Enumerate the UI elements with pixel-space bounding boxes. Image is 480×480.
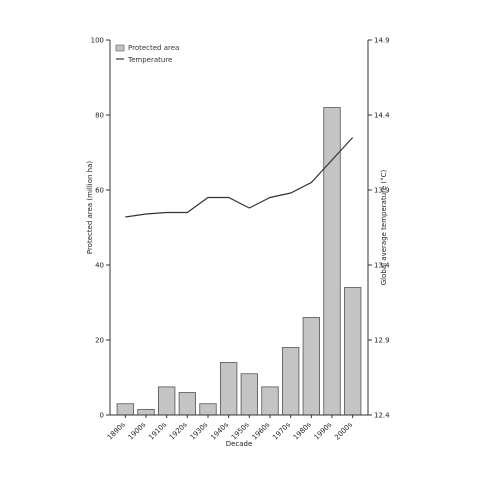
y-left-tick-label-60: 60 — [95, 187, 104, 195]
y-right-tick-label-12.4: 12.4 — [374, 412, 390, 420]
legend-label-line: Temperature — [127, 56, 172, 64]
x-axis-title: Decade — [226, 440, 253, 448]
x-tick-label-1940s: 1940s — [209, 421, 230, 442]
y-right-tick-label-12.9: 12.9 — [374, 337, 390, 345]
bar-1910s — [157, 386, 176, 416]
x-tick-label-2000s: 2000s — [333, 421, 354, 442]
bar-1900s — [137, 408, 155, 416]
y-left-tick-label-0: 0 — [100, 412, 104, 420]
x-tick-label-1930s: 1930s — [189, 421, 210, 442]
plot-area — [116, 107, 362, 416]
bar-1960s — [261, 386, 279, 416]
y-right-tick-label-13.9: 13.9 — [374, 187, 390, 195]
y-left-tick-label-40: 40 — [95, 262, 104, 270]
x-tick-label-1950s: 1950s — [230, 421, 251, 442]
bar-1950s — [240, 373, 258, 416]
legend-swatch-bar — [115, 44, 125, 52]
x-tick-label-1890s: 1890s — [106, 421, 127, 442]
bar-1980s — [302, 317, 321, 416]
y-left-tick-label-100: 100 — [91, 37, 104, 45]
y-left-tick-label-80: 80 — [95, 112, 104, 120]
temperature-line — [125, 137, 354, 218]
x-tick-label-1990s: 1990s — [313, 421, 334, 442]
bar-1920s — [178, 392, 196, 416]
legend-label-bar: Protected area — [128, 44, 179, 52]
bar-1930s — [199, 403, 217, 416]
x-tick-label-1920s: 1920s — [168, 421, 189, 442]
y-left-tick-label-20: 20 — [95, 337, 104, 345]
legend: Protected area Temperature — [115, 44, 179, 64]
x-tick-label-1900s: 1900s — [127, 421, 148, 442]
x-tick-label-1970s: 1970s — [271, 421, 292, 442]
y-right-tick-label-14.9: 14.9 — [374, 37, 390, 45]
x-tick-label-1980s: 1980s — [292, 421, 313, 442]
y-axis-right-title: Global average temperature (°C) — [380, 169, 388, 285]
bar-1890s — [116, 403, 134, 416]
bar-1970s — [281, 347, 300, 416]
y-right-tick-label-13.4: 13.4 — [374, 262, 390, 270]
y-axis-left-title: Protected area (million ha) — [86, 161, 94, 255]
x-tick-label-1960s: 1960s — [251, 421, 272, 442]
bar-1940s — [219, 362, 238, 416]
bar-2000s — [343, 287, 362, 416]
x-tick-label-1910s: 1910s — [147, 421, 168, 442]
y-right-tick-label-14.4: 14.4 — [374, 112, 390, 120]
